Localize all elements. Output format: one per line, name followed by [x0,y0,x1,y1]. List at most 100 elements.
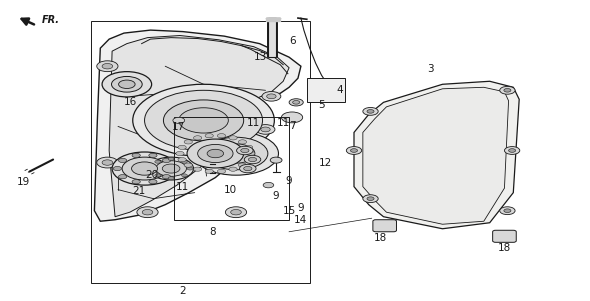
Polygon shape [363,87,509,224]
Text: 18: 18 [374,233,387,243]
Circle shape [184,140,192,144]
Text: 7: 7 [289,121,296,132]
Circle shape [149,180,157,184]
Circle shape [119,158,127,163]
Circle shape [194,136,202,140]
Circle shape [256,125,275,134]
Circle shape [281,112,303,123]
Circle shape [182,160,188,163]
Circle shape [363,195,378,203]
Text: FR.: FR. [41,15,60,25]
Circle shape [187,167,193,170]
Circle shape [113,166,122,171]
Circle shape [194,132,278,175]
Circle shape [187,139,244,168]
Circle shape [179,108,228,133]
Circle shape [182,174,188,177]
Polygon shape [109,36,289,217]
Text: 16: 16 [124,97,137,107]
Circle shape [367,110,374,113]
Circle shape [119,80,135,88]
Circle shape [149,167,155,170]
Circle shape [263,182,274,188]
Circle shape [162,175,171,179]
Circle shape [363,107,378,115]
Polygon shape [354,81,519,229]
Circle shape [241,148,249,153]
Circle shape [102,160,113,165]
Circle shape [229,136,237,140]
Circle shape [97,157,118,168]
Circle shape [293,101,300,104]
Circle shape [102,64,113,69]
Circle shape [133,84,274,157]
Circle shape [198,144,233,163]
Circle shape [102,72,152,97]
Circle shape [247,151,255,156]
Circle shape [178,145,186,149]
Text: 2: 2 [179,286,186,296]
Circle shape [204,137,268,170]
Circle shape [367,197,374,200]
Circle shape [229,167,237,171]
Text: 11: 11 [277,118,290,129]
Text: 6: 6 [289,36,296,46]
Circle shape [270,157,282,163]
Circle shape [500,207,515,215]
Circle shape [119,175,127,179]
Text: 4: 4 [336,85,343,95]
Circle shape [162,164,180,173]
Circle shape [350,149,358,152]
Bar [174,117,289,220]
Circle shape [504,147,520,154]
Bar [307,78,345,102]
Circle shape [244,166,252,171]
Circle shape [168,166,176,171]
Circle shape [142,209,153,215]
Circle shape [237,146,253,155]
Circle shape [176,151,184,156]
Circle shape [112,152,177,185]
Circle shape [149,157,194,180]
Circle shape [168,157,174,160]
FancyBboxPatch shape [373,220,396,232]
Circle shape [122,157,167,180]
Circle shape [217,169,225,173]
FancyBboxPatch shape [493,230,516,242]
Text: 11: 11 [176,182,189,192]
Text: 17: 17 [172,122,185,132]
Circle shape [267,94,276,99]
Circle shape [168,177,174,180]
Circle shape [162,158,171,163]
Circle shape [132,153,140,157]
Text: 9: 9 [286,175,293,186]
Circle shape [205,134,214,138]
Text: 13: 13 [254,52,267,62]
Circle shape [132,162,158,175]
Circle shape [149,153,157,157]
Circle shape [112,76,142,92]
Circle shape [244,145,253,149]
Text: 21: 21 [132,186,145,196]
Text: 20: 20 [146,169,159,180]
Circle shape [238,163,247,167]
Circle shape [231,209,241,215]
Circle shape [137,207,158,218]
Circle shape [244,155,261,164]
Text: 14: 14 [294,215,307,225]
Circle shape [225,207,247,218]
Circle shape [156,161,186,176]
Circle shape [184,163,192,167]
Text: 10: 10 [224,185,237,195]
Bar [91,21,310,283]
Circle shape [217,144,255,163]
Text: 19: 19 [17,177,30,187]
Circle shape [240,164,256,173]
Text: 11: 11 [247,118,260,129]
Circle shape [145,90,263,150]
Text: 9: 9 [273,191,280,201]
Text: 18: 18 [498,243,511,253]
Circle shape [155,160,160,163]
Circle shape [509,149,516,152]
Circle shape [155,174,160,177]
